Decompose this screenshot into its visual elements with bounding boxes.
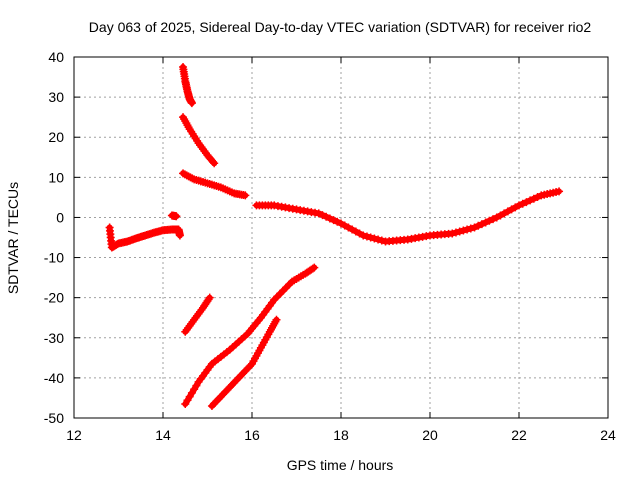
series-arc-early xyxy=(105,223,184,252)
data-point xyxy=(515,201,523,210)
data-point xyxy=(318,211,327,220)
x-tick-label: 18 xyxy=(333,427,349,443)
data-point xyxy=(272,315,281,324)
y-tick-label: -10 xyxy=(44,250,64,266)
data-point xyxy=(310,263,319,272)
data-point xyxy=(377,236,386,245)
series-arc-top-mid xyxy=(179,113,219,168)
data-point xyxy=(241,191,250,200)
data-point xyxy=(485,216,494,225)
data-point xyxy=(451,228,460,237)
x-tick-label: 16 xyxy=(244,427,260,443)
data-point xyxy=(526,196,535,205)
y-tick-label: 10 xyxy=(48,169,64,185)
y-tick-label: -40 xyxy=(44,370,64,386)
data-point xyxy=(188,174,197,183)
series-arc-main xyxy=(179,169,250,200)
y-axis-title: SDTVAR / TECUs xyxy=(5,182,21,294)
data-point xyxy=(448,229,457,238)
data-point xyxy=(522,198,531,207)
data-points xyxy=(105,63,564,410)
series-arc-long xyxy=(252,187,564,246)
data-point xyxy=(329,216,338,225)
y-tick-label: 40 xyxy=(48,49,64,65)
y-tick-labels: -50 -40 -30 -20 -10 0 10 20 30 40 xyxy=(44,49,64,426)
series-arc-early-b xyxy=(167,211,181,221)
x-axis-title: GPS time / hours xyxy=(287,457,394,473)
data-point xyxy=(333,217,342,226)
y-tick-label: -50 xyxy=(44,410,64,426)
y-tick-label: 20 xyxy=(48,129,64,145)
data-point xyxy=(205,293,214,302)
data-point xyxy=(175,231,184,240)
y-tick-label: 0 xyxy=(56,209,64,225)
series-arc-low-b xyxy=(181,263,319,408)
x-tick-label: 20 xyxy=(422,427,438,443)
data-point xyxy=(314,209,323,218)
data-point xyxy=(474,221,483,230)
data-point xyxy=(370,234,379,243)
data-point xyxy=(210,159,219,168)
y-tick-label: 30 xyxy=(48,89,64,105)
chart-title: Day 063 of 2025, Sidereal Day-to-day VTE… xyxy=(89,19,592,35)
data-point xyxy=(555,187,564,196)
data-point xyxy=(322,212,331,221)
series-arc-low-c xyxy=(207,315,281,410)
x-tick-labels: 12 14 16 18 20 22 24 xyxy=(66,427,616,443)
data-point xyxy=(374,235,383,244)
series-trace xyxy=(182,264,318,407)
data-point xyxy=(481,218,490,227)
data-point xyxy=(463,225,472,234)
data-point xyxy=(455,227,464,236)
series-arc-low-a xyxy=(181,293,214,336)
x-tick-label: 24 xyxy=(600,427,616,443)
data-point xyxy=(325,214,334,223)
data-point xyxy=(518,199,527,208)
data-point xyxy=(459,226,468,235)
series-arc-top-steep xyxy=(179,63,196,108)
data-point xyxy=(359,231,368,240)
series-trace xyxy=(253,188,562,245)
y-tick-label: -30 xyxy=(44,330,64,346)
data-point xyxy=(533,193,542,202)
data-point xyxy=(470,223,479,232)
x-tick-label: 12 xyxy=(66,427,82,443)
x-tick-label: 14 xyxy=(155,427,171,443)
data-point xyxy=(209,157,218,166)
axis-ticks xyxy=(73,56,609,419)
data-point xyxy=(204,295,213,304)
data-point xyxy=(187,99,196,108)
data-point xyxy=(366,233,375,242)
x-tick-label: 22 xyxy=(511,427,527,443)
data-point xyxy=(477,220,486,229)
data-point xyxy=(489,215,498,224)
data-point xyxy=(362,232,371,241)
grid-layer xyxy=(74,57,608,418)
data-point xyxy=(172,212,181,221)
data-point xyxy=(466,224,475,233)
y-tick-label: -20 xyxy=(44,290,64,306)
data-point xyxy=(529,194,538,203)
data-point xyxy=(308,264,317,273)
